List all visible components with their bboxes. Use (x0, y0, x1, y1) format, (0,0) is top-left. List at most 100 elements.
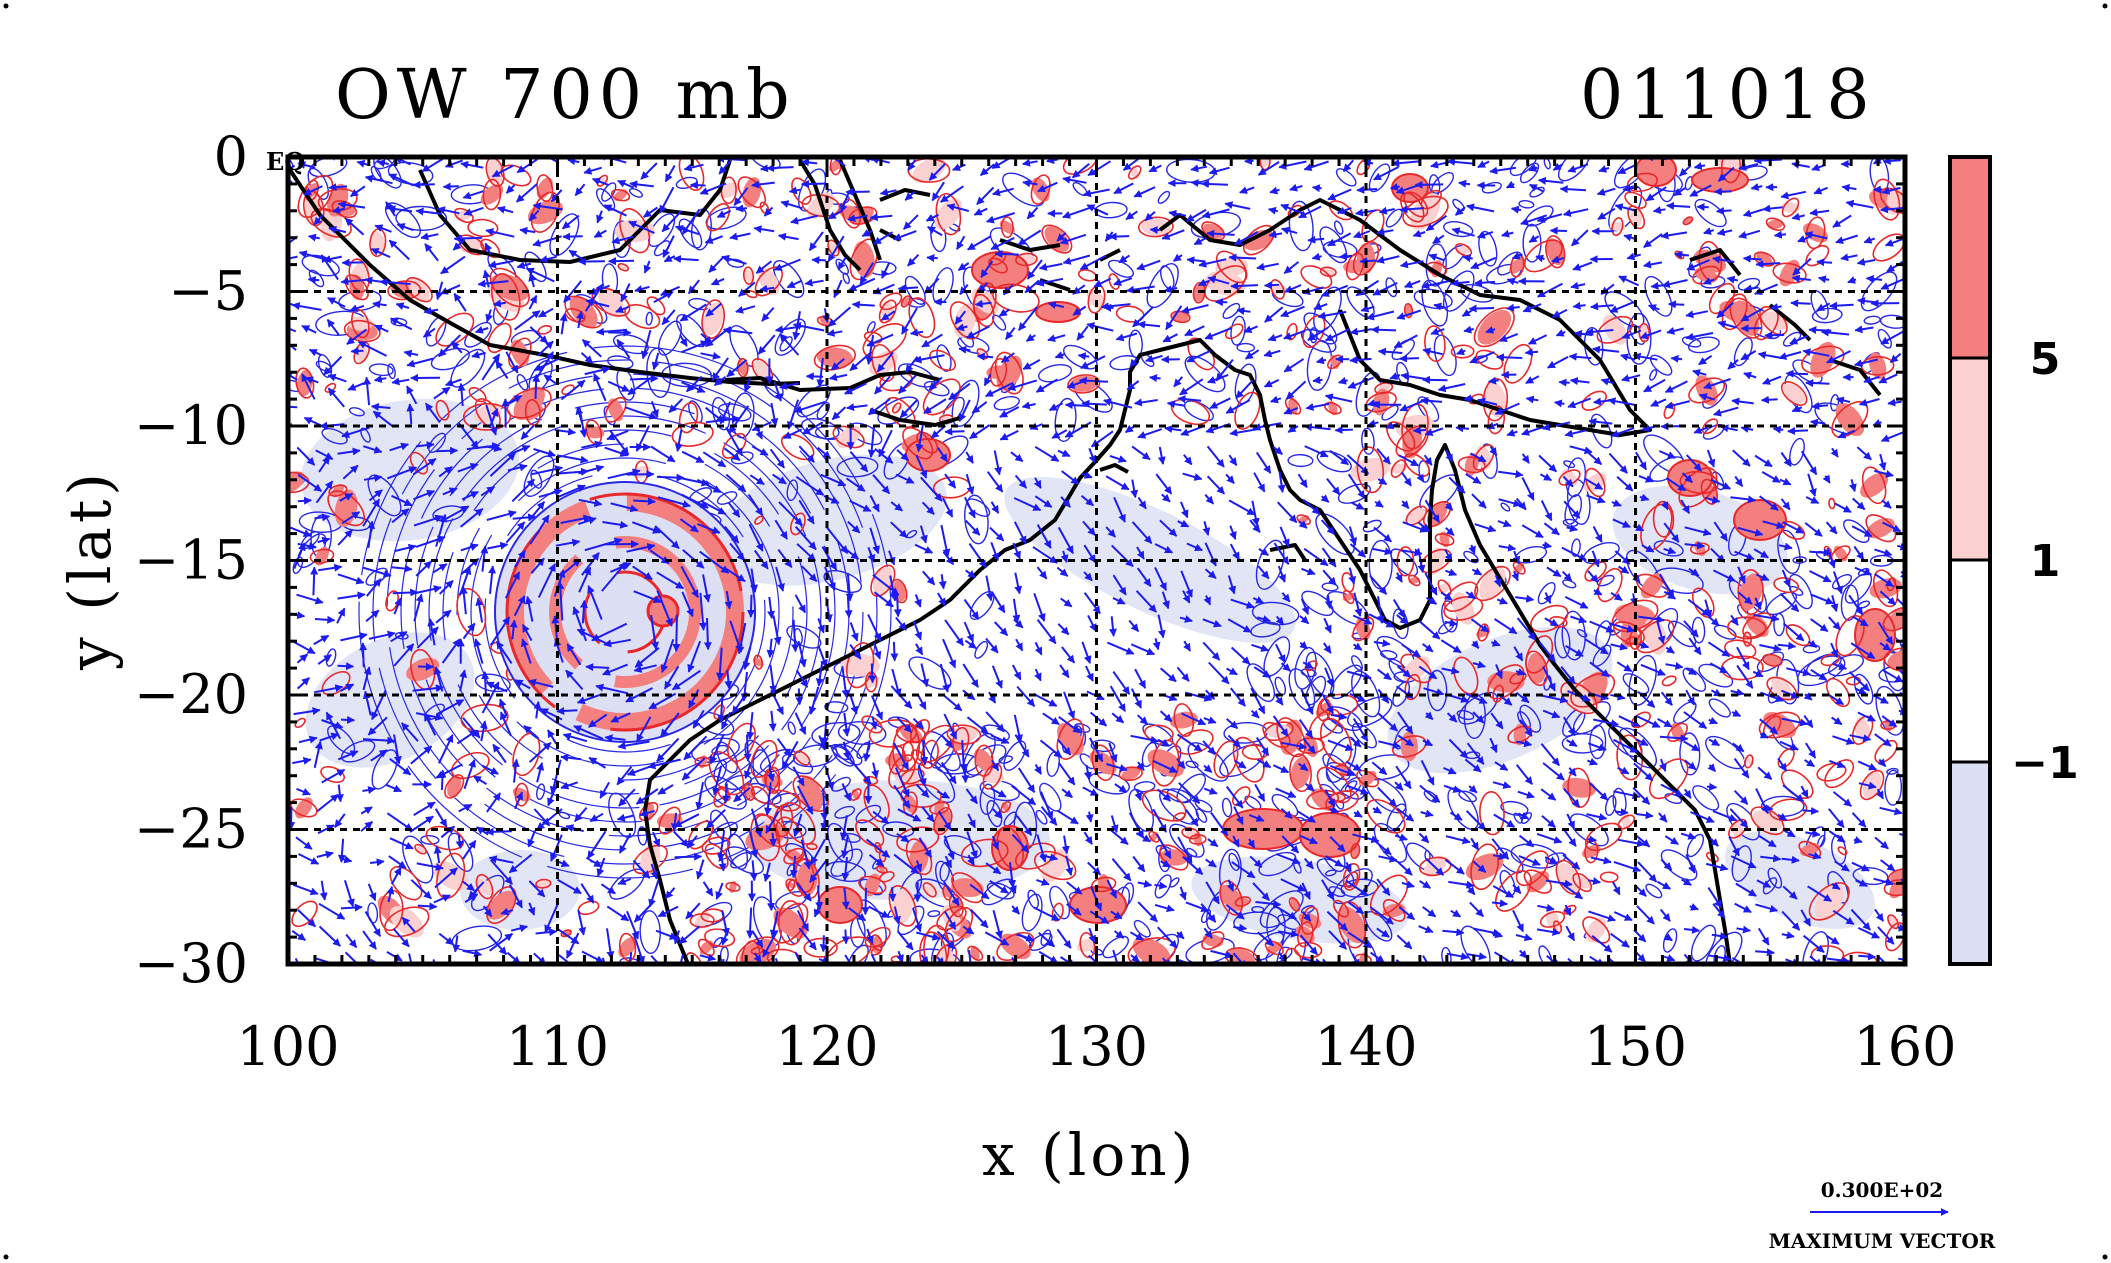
negative-ow-contour (1694, 198, 1727, 228)
negative-ow-contour (1324, 869, 1337, 877)
negative-ow-contour (711, 396, 731, 431)
colorbar: 5 1 −1 (1948, 155, 2079, 966)
negative-ow-contour (909, 948, 961, 964)
wind-vector (1263, 281, 1280, 290)
wind-vector (868, 663, 877, 684)
wind-vector (1790, 299, 1811, 308)
wind-vector (1706, 782, 1718, 791)
negative-ow-contour (1863, 315, 1881, 325)
wind-vector (1904, 480, 1905, 481)
negative-ow-contour (1840, 584, 1859, 621)
wind-vector (703, 617, 712, 651)
negative-ow-contour (824, 701, 849, 714)
negative-ow-contour (1519, 162, 1540, 184)
max-vector-caption: MAXIMUM VECTOR (1769, 1229, 1996, 1253)
corner-dot-bottom-right (2102, 1254, 2108, 1260)
negative-ow-contour (292, 556, 304, 574)
negative-ow-contour (704, 775, 747, 810)
wind-vector (337, 662, 355, 671)
negative-ow-contour (1711, 471, 1725, 491)
negative-ow-contour (645, 311, 653, 326)
negative-ow-contour (648, 213, 676, 248)
negative-ow-contour (658, 320, 682, 356)
negative-ow-contour (1537, 582, 1556, 605)
wind-vector (897, 284, 919, 293)
negative-ow-contour (1021, 893, 1043, 932)
wind-vector (350, 347, 364, 356)
negative-ow-contour (1673, 701, 1697, 725)
wind-vector (1808, 325, 1832, 334)
negative-ow-contour (1811, 307, 1843, 324)
wind-vector (310, 566, 319, 596)
negative-ow-contour (1708, 698, 1731, 718)
wind-vector (1244, 157, 1254, 165)
negative-ow-contour (1704, 931, 1743, 964)
negative-ow-contour (1682, 667, 1707, 692)
plot-area: EQ (266, 147, 1923, 967)
negative-ow-contour (536, 783, 546, 801)
wind-vector (801, 179, 827, 188)
wind-vector (1753, 157, 1782, 165)
negative-ow-contour (1622, 673, 1650, 695)
x-tick-label-130: 130 (1045, 1015, 1148, 1078)
x-tick-label-100: 100 (236, 1015, 339, 1078)
negative-ow-contour (1831, 574, 1852, 590)
wind-vector (297, 496, 312, 505)
negative-ow-contour (1853, 673, 1874, 705)
negative-ow-contour (1133, 781, 1156, 793)
negative-ow-contour (1315, 513, 1356, 556)
wind-vector (1149, 374, 1161, 383)
negative-ow-contour (367, 902, 379, 924)
wind-vector (1755, 260, 1781, 269)
negative-ow-contour (1660, 849, 1698, 881)
negative-ow-contour (1287, 454, 1314, 468)
x-axis-tick-labels: 100 110 120 130 140 150 160 (236, 1015, 1956, 1078)
negative-ow-contour (1329, 664, 1363, 700)
wind-vector (1829, 301, 1854, 310)
negative-ow-contour (348, 407, 365, 417)
negative-ow-contour (1049, 885, 1071, 920)
negative-ow-contour (1456, 709, 1475, 721)
wind-vector (1816, 258, 1833, 267)
negative-ow-contour (716, 491, 738, 505)
negative-ow-contour (1649, 354, 1673, 376)
map-title: OW 700 mb (335, 56, 796, 135)
y-tick-label-neg25: −25 (134, 798, 248, 861)
negative-ow-contour (1860, 271, 1898, 312)
negative-ow-contour (1169, 877, 1180, 888)
negative-ow-contour (1692, 785, 1720, 811)
negative-ow-contour (1686, 833, 1705, 858)
wind-vector (844, 596, 853, 619)
negative-ow-contour (1037, 363, 1073, 383)
wind-vector (1108, 232, 1130, 241)
negative-ow-contour (1222, 302, 1241, 320)
wind-vector (1496, 353, 1523, 362)
y-axis-tick-labels: 0 −5 −10 −15 −20 −25 −30 (134, 125, 248, 995)
negative-ow-contour (619, 957, 643, 964)
wind-vector (485, 827, 512, 836)
negative-ow-contour (1590, 413, 1613, 449)
cyclone-circulation-contour (386, 373, 864, 851)
negative-ow-contour (1443, 221, 1474, 238)
y-tick-label-neg30: −30 (134, 932, 248, 995)
wind-vector (722, 783, 731, 804)
wind-vector (1764, 331, 1785, 340)
negative-ow-contour (1380, 649, 1398, 660)
negative-ow-contour (801, 418, 840, 440)
wind-vector (1772, 425, 1784, 434)
wind-vector (1412, 426, 1426, 435)
negative-ow-contour (1328, 886, 1346, 898)
wind-vector (532, 373, 541, 400)
cyclone-circulation-contour (470, 457, 780, 767)
y-tick-label-neg10: −10 (134, 394, 248, 457)
negative-ow-contour (1679, 732, 1701, 776)
wind-vector (1785, 369, 1808, 378)
wind-vector (851, 300, 875, 309)
negative-ow-contour (373, 157, 402, 189)
wind-vector (841, 929, 850, 945)
negative-ow-contour (1157, 190, 1171, 204)
wind-vector (626, 470, 655, 479)
wind-vector (1907, 737, 1923, 752)
negative-ow-contour (1653, 540, 1684, 557)
wind-vector (1667, 300, 1685, 309)
